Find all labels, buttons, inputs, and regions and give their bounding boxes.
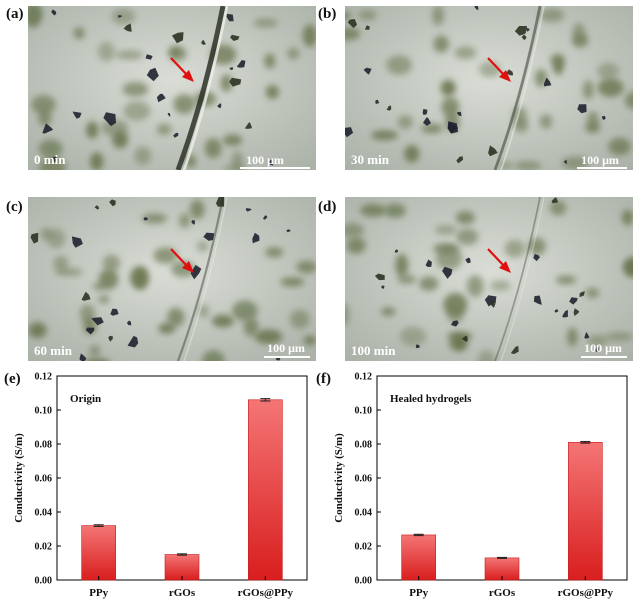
panel-label-a: (a) — [6, 6, 24, 22]
x-tick-label: PPy — [409, 587, 428, 599]
y-axis-label: Conductivity (S/m) — [13, 433, 25, 523]
bar-rgos-ppy — [248, 399, 283, 581]
micrograph-d-scalebar-label: 100 μm — [584, 341, 622, 355]
micrograph-a: 0 min 100 μm — [28, 6, 316, 170]
micrograph-a-time: 0 min — [34, 152, 66, 167]
error-bar — [580, 440, 591, 444]
y-tick-label: 0.12 — [355, 372, 373, 383]
bar-ppy — [81, 525, 116, 581]
micrograph-a-svg: 0 min 100 μm — [28, 6, 316, 170]
micrograph-d: 100 min 100 μm — [345, 197, 633, 361]
bar-ppy — [401, 534, 436, 581]
y-tick-label: 0.08 — [35, 440, 53, 451]
x-tick-label: rGOs@PPy — [558, 587, 614, 599]
x-tick-label: rGOs — [169, 587, 196, 599]
micrograph-c-time: 60 min — [34, 343, 73, 358]
error-bar — [413, 533, 424, 537]
bar-chart-origin: 0.00 0.02 0.04 0.06 0.08 0.10 0.12 Conductivity… — [13, 372, 308, 599]
panel-label-f: (f) — [316, 371, 331, 387]
x-tick-label: rGOs@PPy — [238, 587, 294, 599]
panel-label-e: (e) — [4, 371, 21, 387]
panel-label-d: (d) — [318, 199, 337, 215]
micrograph-b-time: 30 min — [351, 152, 390, 167]
x-tick-label: PPy — [89, 587, 108, 599]
error-bar — [497, 556, 507, 559]
y-tick-label: 0.06 — [355, 474, 373, 485]
y-tick-label: 0.02 — [35, 542, 53, 553]
y-tick-label: 0.06 — [35, 474, 53, 485]
y-axis-label: Conductivity (S/m) — [333, 433, 345, 523]
micrograph-c: 60 min 100 μm — [28, 197, 316, 361]
y-tick-label: 0.02 — [355, 542, 373, 553]
micrograph-c-scalebar-label: 100 μm — [267, 341, 305, 355]
error-bar — [260, 398, 271, 402]
error-bar — [177, 553, 187, 556]
micrograph-b-scalebar-label: 100 μm — [581, 153, 619, 167]
panel-label-c: (c) — [6, 199, 23, 215]
chart-title: Healed hydrogels — [390, 393, 472, 405]
y-tick-label: 0.08 — [355, 440, 373, 451]
y-tick-label: 0.12 — [35, 372, 53, 383]
bar-rgos-ppy — [568, 442, 603, 581]
y-tick-label: 0.10 — [35, 406, 53, 417]
y-tick-label: 0.04 — [355, 508, 373, 519]
panel-label-b: (b) — [318, 6, 337, 22]
y-tick-label: 0.10 — [355, 406, 373, 417]
x-tick-label: rGOs — [489, 587, 516, 599]
bar-chart-healed: 0.00 0.02 0.04 0.06 0.08 0.10 0.12 Conductivity… — [333, 372, 628, 599]
micrograph-b: 30 min 100 μm — [345, 6, 633, 170]
y-tick-label: 0.00 — [355, 576, 373, 587]
chart-title: Origin — [70, 393, 101, 405]
y-tick-label: 0.00 — [35, 576, 53, 587]
error-bar — [93, 524, 104, 527]
micrograph-b-svg: 30 min 100 μm — [345, 6, 633, 170]
micrograph-d-time: 100 min — [351, 343, 396, 358]
y-tick-label: 0.04 — [35, 508, 53, 519]
micrograph-c-svg: 60 min 100 μm — [28, 197, 316, 361]
micrograph-a-scalebar-label: 100 μm — [246, 153, 284, 167]
micrograph-d-svg: 100 min 100 μm — [345, 197, 633, 361]
